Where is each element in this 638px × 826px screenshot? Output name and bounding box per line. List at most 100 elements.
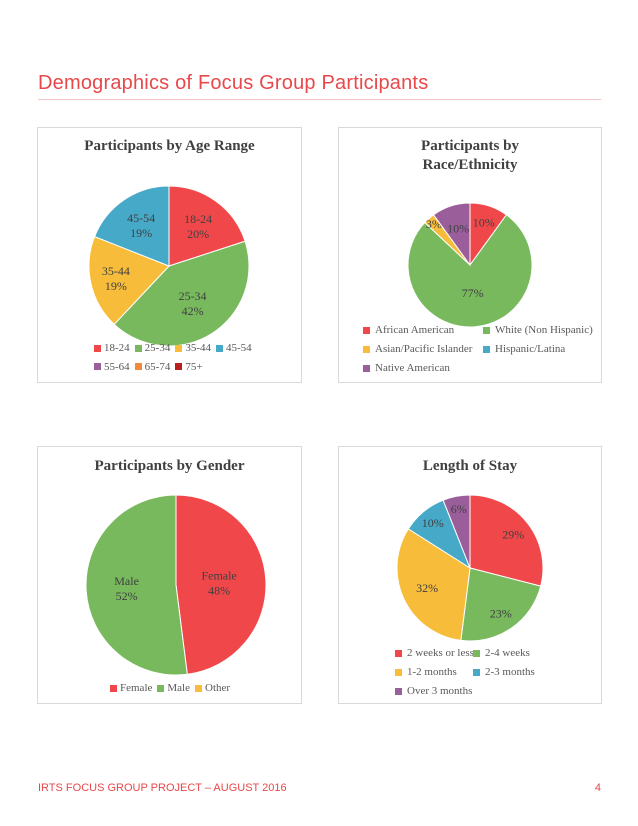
legend-item-over-3-months: Over 3 months — [395, 685, 472, 697]
legend-item-asian-pacific-islander: Asian/Pacific Islander — [363, 343, 472, 355]
footer-project-label: IRTS FOCUS GROUP PROJECT – AUGUST 2016 — [38, 782, 287, 794]
legend-label: Female — [120, 682, 153, 694]
title-divider — [38, 99, 601, 100]
legend-swatch — [483, 326, 490, 334]
legend-item-white-non-hispanic-: White (Non Hispanic) — [483, 324, 593, 336]
data-label-2-weeks-or-less: 29% — [502, 527, 524, 541]
data-label-african-american: 10% — [473, 216, 495, 230]
chart-title-race-line1: Participants by — [421, 138, 519, 154]
legend-item-55-64: 55-64 — [94, 358, 130, 376]
legend-swatch — [157, 684, 165, 692]
chart-title-gender: Participants by Gender — [94, 458, 245, 474]
legend-swatch — [363, 364, 370, 372]
pie-slice-native-american — [432, 202, 471, 267]
legend-item-female: Female — [110, 679, 152, 697]
legend-swatch — [195, 684, 202, 692]
legend-swatch — [395, 649, 402, 657]
chart-title-race-line2: Race/Ethnicity — [422, 157, 518, 173]
legend-swatch — [110, 684, 117, 692]
legend-item-hispanic-latina: Hispanic/Latina — [483, 343, 565, 355]
legend-gender: Female Male Other — [110, 679, 300, 698]
legend-label: 65-74 — [144, 360, 171, 373]
legend-item-2-3-months: 2-3 months — [473, 666, 535, 678]
legend-item-african-american: African American — [363, 324, 454, 336]
pie-slice-25-34 — [113, 240, 250, 347]
legend-swatch — [473, 649, 480, 657]
legend-item-2-weeks-or-less: 2 weeks or less — [395, 647, 474, 659]
legend-swatch — [395, 687, 402, 695]
legend-label: Other — [205, 682, 231, 694]
data-label-25-34: 25-34 42% — [179, 289, 207, 318]
legend-item-2-4-weeks: 2-4 weeks — [473, 647, 530, 659]
legend-label: 35-44 — [185, 342, 212, 354]
chart-title-stay: Length of Stay — [422, 458, 518, 474]
pie-slice-2-weeks-or-less — [469, 494, 544, 587]
legend-swatch — [134, 344, 142, 352]
legend-item-35-44: 35-44 — [175, 339, 211, 357]
footer-page-number: 4 — [594, 782, 601, 794]
data-label-35-44: 35-44 19% — [102, 264, 130, 293]
data-label-over-3-months: 6% — [451, 502, 467, 516]
legend-label: Asian/Pacific Islander — [375, 343, 473, 355]
data-label-18-24: 18-24 20% — [184, 212, 212, 241]
legend-age: 18-24 25-34 35-44 45-54 55-64 65-74 75+ — [94, 339, 294, 376]
data-label-white-non-hispanic-: 77% — [462, 286, 484, 300]
page-title: Demographics of Focus Group Participants — [38, 72, 429, 94]
pie-slice-female — [175, 494, 267, 675]
pie-slice-18-24 — [168, 185, 246, 267]
legend-swatch — [483, 345, 490, 353]
legend-swatch — [473, 668, 480, 676]
legend-label: 25-34 — [144, 342, 171, 354]
legend-label: 18-24 — [104, 342, 130, 354]
data-label-female: Female 48% — [201, 568, 236, 597]
legend-label: African American — [375, 324, 455, 336]
legend-item-male: Male — [157, 679, 190, 697]
chart-panel-gender: Participants by Gender Female 48% Male 52% … — [37, 446, 302, 704]
legend-swatch — [94, 344, 101, 352]
legend-item-75-: 75+ — [175, 358, 203, 376]
legend-label: Male — [167, 682, 190, 694]
legend-label: Over 3 months — [407, 685, 473, 697]
chart-panel-stay: Length of Stay 29% 23% 32% 10% 6% 2 weeks or… — [338, 446, 602, 704]
data-label-male: Male 52% — [114, 574, 139, 603]
data-label-1-2-months: 32% — [416, 581, 438, 595]
legend-label: 1-2 months — [407, 666, 457, 678]
pie-chart-stay: 29% 23% 32% 10% 6% — [396, 494, 544, 642]
legend-swatch — [216, 344, 224, 352]
chart-panel-age: Participants by Age Range 18-24 20% 25-34 4… — [37, 127, 302, 383]
legend-label: Hispanic/Latina — [495, 343, 566, 355]
chart-title-race: Participants by Race/Ethnicity — [339, 137, 601, 175]
legend-item-other: Other — [195, 679, 230, 697]
pie-slice-45-54 — [93, 185, 170, 267]
legend-label: 2 weeks or less — [407, 647, 474, 659]
data-label-native-american: 10% — [447, 221, 469, 235]
legend-item-native-american: Native American — [363, 362, 450, 374]
pie-chart-age: 18-24 20% 25-34 42% 35-44 19% 45-54 19% — [88, 185, 250, 347]
data-label-2-3-months: 10% — [422, 516, 444, 530]
legend-swatch — [363, 345, 370, 353]
pie-slice-2-4-weeks — [460, 567, 542, 642]
legend-swatch — [94, 363, 101, 370]
legend-label: White (Non Hispanic) — [495, 324, 593, 336]
chart-panel-race: Participants by Race/Ethnicity 10% 77% 3% 1… — [338, 127, 602, 383]
legend-item-65-74: 65-74 — [134, 358, 171, 376]
legend-item-25-34: 25-34 — [134, 339, 171, 357]
legend-swatch — [175, 344, 183, 352]
legend-item-18-24: 18-24 — [94, 339, 130, 357]
legend-item-1-2-months: 1-2 months — [395, 666, 457, 678]
chart-title-age: Participants by Age Range — [84, 138, 255, 154]
data-label-2-4-weeks: 23% — [490, 606, 512, 620]
legend-swatch — [395, 668, 402, 676]
legend-label: 45-54 — [226, 342, 252, 354]
pie-slice-male — [85, 494, 188, 676]
legend-label: Native American — [375, 362, 450, 374]
legend-stay: 2 weeks or less 2-4 weeks 1-2 months 2-3 mo… — [339, 447, 601, 703]
pie-slice-over-3-months — [442, 494, 471, 569]
legend-swatch — [175, 363, 183, 370]
legend-item-45-54: 45-54 — [216, 339, 252, 357]
legend-label: 75+ — [185, 360, 203, 373]
legend-label: 55-64 — [104, 360, 130, 373]
legend-swatch — [363, 326, 370, 334]
legend-swatch — [134, 363, 142, 370]
legend-race: African American White (Non Hispanic) Asia… — [339, 128, 601, 382]
